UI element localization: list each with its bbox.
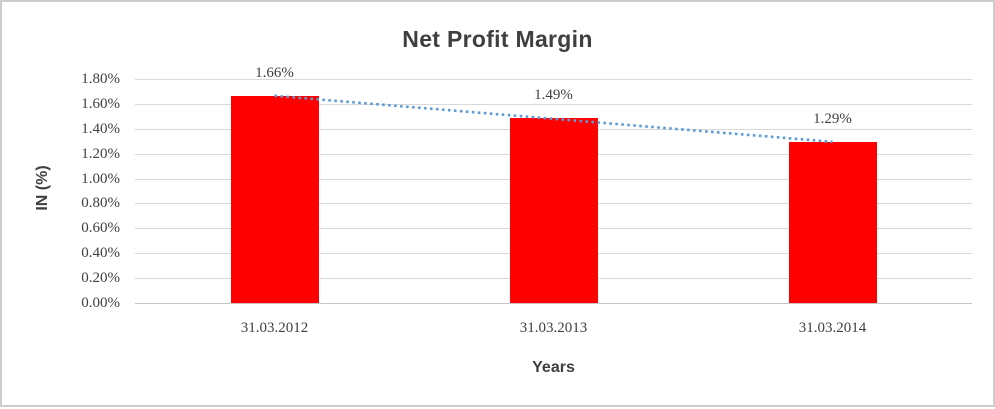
bar-value-label: 1.66%: [255, 65, 294, 82]
y-tick-label: 0.00%: [81, 295, 120, 311]
y-tick-label: 0.40%: [81, 245, 120, 262]
bar: [230, 96, 319, 303]
y-tick-label: 0.60%: [81, 220, 120, 237]
y-tick-label: 1.20%: [81, 145, 120, 162]
bar: [509, 117, 598, 303]
gridline: [135, 303, 972, 304]
chart-title: Net Profit Margin: [402, 26, 593, 52]
gridline: [135, 79, 972, 80]
y-tick-label: 1.00%: [81, 170, 120, 187]
y-tick-label: 1.40%: [81, 120, 120, 137]
y-tick-label: 1.80%: [81, 71, 120, 87]
x-tick-label: 31.03.2014: [798, 320, 867, 336]
bar: [788, 142, 877, 303]
x-tick-label: 31.03.2013: [519, 320, 588, 336]
y-tick-label: 1.60%: [81, 95, 120, 112]
y-tick-label: 0.80%: [81, 195, 120, 212]
x-axis-title: Years: [532, 359, 575, 376]
bar-value-label: 1.49%: [534, 86, 573, 103]
bar-value-label: 1.29%: [813, 111, 852, 128]
y-tick-label: 0.20%: [81, 270, 120, 287]
x-tick-label: 31.03.2012: [240, 320, 309, 336]
